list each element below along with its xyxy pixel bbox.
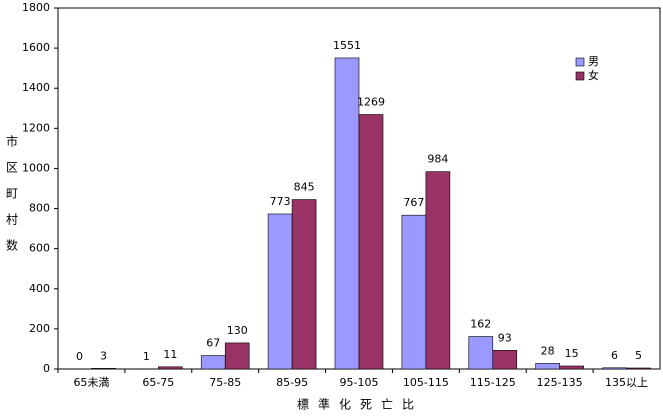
data-label: 984 bbox=[427, 153, 448, 166]
y-tick-label: 1000 bbox=[22, 161, 50, 174]
bar bbox=[91, 368, 116, 370]
data-label: 5 bbox=[635, 349, 642, 362]
data-label: 845 bbox=[294, 181, 315, 194]
data-label: 3 bbox=[100, 349, 107, 362]
data-label: 773 bbox=[270, 195, 291, 208]
x-tick-label: 95-105 bbox=[340, 376, 379, 389]
bar bbox=[291, 199, 317, 370]
x-tick-label: 115-125 bbox=[470, 376, 516, 389]
y-tick-label: 600 bbox=[29, 242, 50, 255]
bar bbox=[626, 367, 651, 370]
legend-label: 女 bbox=[588, 68, 599, 82]
y-axis-label: 市区町村数 bbox=[5, 134, 19, 265]
legend-swatch bbox=[575, 57, 585, 67]
data-label: 0 bbox=[76, 350, 83, 363]
data-label: 67 bbox=[206, 337, 220, 350]
bar bbox=[200, 355, 226, 370]
data-label: 1269 bbox=[357, 95, 385, 108]
y-tick-label: 1800 bbox=[22, 1, 50, 14]
y-tick-label: 1600 bbox=[22, 41, 50, 54]
bar bbox=[535, 363, 560, 370]
y-tick-label: 0 bbox=[43, 362, 50, 375]
data-label: 767 bbox=[403, 196, 424, 209]
bar bbox=[401, 214, 427, 370]
legend-label: 男 bbox=[588, 55, 599, 68]
y-tick-label: 1200 bbox=[22, 121, 50, 134]
bar bbox=[334, 57, 360, 370]
x-tick-label: 85-95 bbox=[276, 376, 308, 389]
data-label: 93 bbox=[498, 331, 512, 344]
data-label: 162 bbox=[470, 318, 491, 331]
data-label: 130 bbox=[227, 324, 248, 337]
x-tick-label: 65未満 bbox=[73, 376, 109, 389]
x-tick-label: 125-135 bbox=[537, 376, 583, 389]
data-label: 15 bbox=[565, 347, 579, 360]
bar bbox=[492, 350, 518, 370]
bar bbox=[559, 365, 584, 370]
bar bbox=[602, 367, 627, 370]
y-tick-label: 400 bbox=[29, 282, 50, 295]
x-tick-label: 75-85 bbox=[209, 376, 241, 389]
y-tick-label: 800 bbox=[29, 202, 50, 215]
data-label: 1551 bbox=[333, 39, 361, 52]
x-tick-label: 135以上 bbox=[605, 376, 648, 389]
data-label: 11 bbox=[163, 348, 177, 361]
bar bbox=[358, 114, 384, 370]
data-label: 6 bbox=[611, 349, 618, 362]
bar bbox=[468, 336, 494, 370]
bar bbox=[267, 213, 293, 370]
x-axis-label: 標準化死亡比 bbox=[297, 397, 423, 412]
bar bbox=[425, 171, 451, 370]
y-tick-label: 200 bbox=[29, 322, 50, 335]
bar bbox=[158, 366, 183, 370]
x-tick-label: 105-115 bbox=[403, 376, 449, 389]
y-tick-label: 1400 bbox=[22, 81, 50, 94]
legend-swatch bbox=[575, 71, 585, 81]
bar bbox=[224, 342, 250, 370]
data-label: 1 bbox=[143, 350, 150, 363]
data-label: 28 bbox=[541, 344, 555, 357]
x-tick-label: 65-75 bbox=[142, 376, 174, 389]
